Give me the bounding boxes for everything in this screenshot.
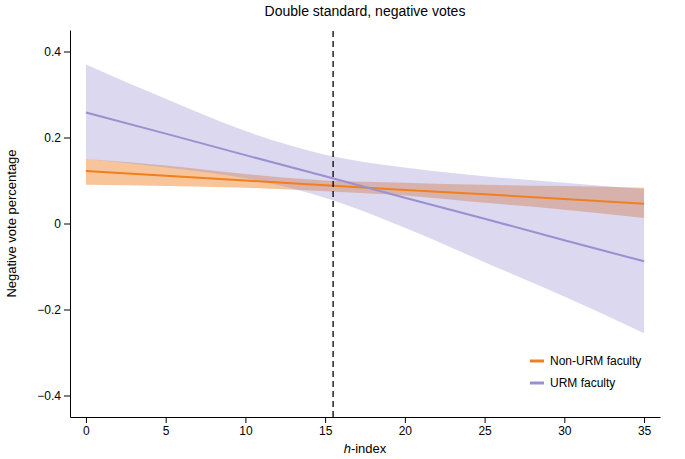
x-tick: 25 <box>478 417 492 438</box>
x-tick-mark <box>564 417 565 423</box>
y-axis-line <box>70 31 71 418</box>
x-tick-mark <box>644 417 645 423</box>
y-tick-label: 0.2 <box>44 131 61 145</box>
plot-area <box>86 30 644 417</box>
y-tick-label: 0.4 <box>44 45 61 59</box>
y-tick-label: −0.4 <box>37 389 61 403</box>
reference-line <box>332 30 333 417</box>
x-tick-label: 0 <box>83 424 90 438</box>
title: Double standard, negative votes <box>265 3 466 19</box>
chart: Double standard, negative votes 0 5 10 15 20 2… <box>0 0 685 459</box>
y-tick: 0.4 <box>44 45 70 59</box>
confidence-band <box>86 64 644 333</box>
legend-swatch <box>530 382 544 385</box>
y-axis-title: Negative vote percentage <box>4 149 19 297</box>
x-tick: 30 <box>558 417 572 438</box>
x-tick-label: 30 <box>558 424 572 438</box>
legend: Non-URM faculty URM faculty <box>530 354 641 390</box>
x-tick-label: 5 <box>163 424 170 438</box>
x-axis-line <box>71 417 661 418</box>
x-tick-mark <box>166 417 167 423</box>
x-tick-label: 35 <box>638 424 652 438</box>
y-tick-label: −0.2 <box>37 303 61 317</box>
y-tick-mark <box>64 396 70 397</box>
x-tick-mark <box>325 417 326 423</box>
x-axis-title: h-index <box>344 441 387 456</box>
y-tick-label: 0 <box>54 217 61 231</box>
x-tick-mark <box>485 417 486 423</box>
legend-swatch <box>530 360 544 363</box>
y-tick-mark <box>64 52 70 53</box>
x-tick-mark <box>245 417 246 423</box>
y-tick-mark <box>64 224 70 225</box>
series-line <box>86 113 644 262</box>
y-tick: −0.2 <box>37 303 70 317</box>
y-tick: 0.2 <box>44 131 70 145</box>
legend-label: URM faculty <box>550 376 615 390</box>
x-tick: 35 <box>638 417 652 438</box>
legend-label: Non-URM faculty <box>550 354 641 368</box>
x-tick: 15 <box>319 417 333 438</box>
x-tick: 10 <box>239 417 253 438</box>
x-tick-label: 15 <box>319 424 333 438</box>
x-tick: 0 <box>83 417 90 438</box>
y-tick-mark <box>64 138 70 139</box>
x-tick-label: 10 <box>239 424 253 438</box>
y-axis: −0.4 −0.2 0 0.2 0.4 <box>37 31 70 418</box>
y-tick: −0.4 <box>37 389 70 403</box>
x-tick-mark <box>405 417 406 423</box>
y-tick: 0 <box>54 217 70 231</box>
legend-item: Non-URM faculty <box>530 354 641 368</box>
x-tick-label: 20 <box>399 424 413 438</box>
x-tick-mark <box>86 417 87 423</box>
x-tick: 5 <box>163 417 170 438</box>
y-tick-mark <box>64 310 70 311</box>
x-tick: 20 <box>399 417 413 438</box>
x-axis: 0 5 10 15 20 25 30 35 <box>71 417 661 438</box>
legend-item: URM faculty <box>530 376 615 390</box>
x-tick-label: 25 <box>478 424 492 438</box>
